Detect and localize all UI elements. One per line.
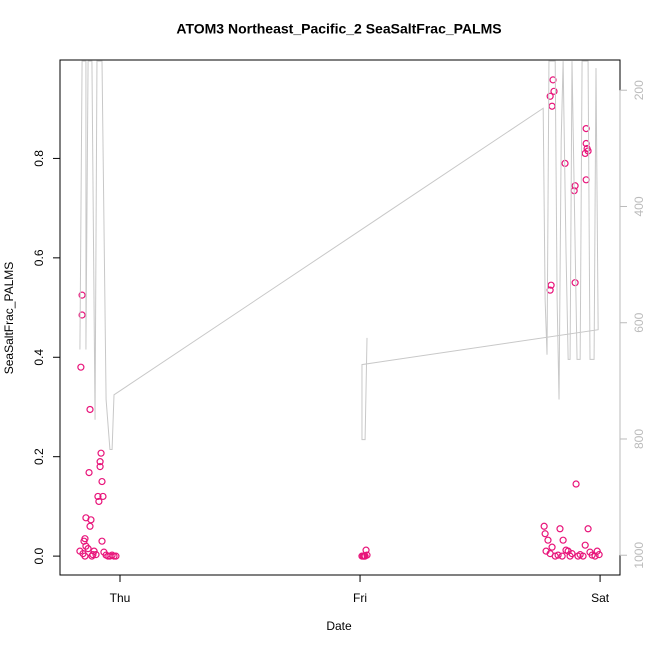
point [550, 87, 558, 95]
chart-title: ATOM3 Northeast_Pacific_2 SeaSaltFrac_PA… [176, 21, 501, 37]
point [98, 477, 106, 486]
point [548, 543, 556, 551]
point [572, 480, 580, 488]
point [571, 182, 579, 190]
y2-tick-label: 200 [632, 80, 646, 100]
point [558, 552, 566, 560]
y-tick-label: 0.8 [32, 150, 46, 167]
point [362, 546, 370, 554]
point [559, 536, 567, 544]
point [96, 458, 104, 466]
point [97, 449, 105, 457]
point [96, 463, 104, 471]
y-tick-label: 0.0 [32, 547, 46, 564]
point [90, 547, 98, 555]
pressure-line [79, 60, 599, 450]
y-tick-label: 0.4 [32, 349, 46, 366]
point [549, 76, 557, 84]
point [554, 551, 562, 559]
x-axis-label: Date [326, 619, 352, 633]
point [92, 551, 100, 559]
point [581, 541, 589, 549]
point [85, 468, 93, 477]
x-tick-label: Sat [591, 591, 610, 605]
point [86, 405, 94, 414]
y2-tick-label: 400 [632, 196, 646, 216]
point [112, 552, 120, 560]
point [541, 530, 549, 538]
y2-tick-label: 600 [632, 312, 646, 332]
point [579, 552, 587, 560]
point [86, 522, 94, 530]
y-axis-label: SeaSaltFrac_PALMS [2, 262, 16, 375]
point [540, 522, 548, 530]
y2-tick-label: 800 [632, 429, 646, 449]
point [582, 139, 590, 148]
point [595, 551, 603, 559]
point [94, 492, 102, 501]
point [82, 542, 90, 550]
point [95, 497, 103, 506]
point [98, 537, 106, 545]
y-tick-label: 0.6 [32, 249, 46, 266]
point [556, 525, 564, 533]
point [81, 552, 89, 560]
point [99, 492, 107, 501]
y2-tick-label: 1000 [632, 542, 646, 569]
point [582, 125, 590, 133]
point [584, 525, 592, 533]
point [363, 551, 371, 559]
point [78, 291, 86, 299]
point [89, 551, 97, 559]
x-tick-label: Fri [353, 591, 367, 605]
point [547, 281, 555, 289]
y-tick-label: 0.2 [32, 448, 46, 465]
point [544, 536, 552, 544]
point [546, 92, 554, 100]
point [78, 311, 86, 319]
point [564, 547, 572, 555]
x-tick-label: Thu [110, 591, 131, 605]
point [593, 547, 601, 555]
point [77, 363, 85, 371]
point [571, 279, 579, 287]
